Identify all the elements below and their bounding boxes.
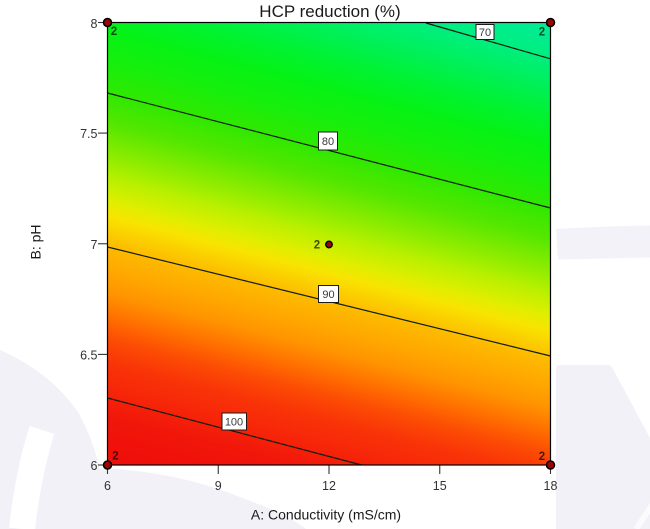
svg-text:9: 9 [215, 479, 222, 493]
svg-text:70: 70 [479, 27, 491, 39]
svg-text:HCP reduction (%): HCP reduction (%) [259, 2, 400, 21]
svg-text:12: 12 [322, 479, 336, 493]
svg-text:100: 100 [225, 417, 243, 429]
svg-text:6.5: 6.5 [80, 348, 97, 362]
svg-text:80: 80 [322, 136, 334, 148]
svg-text:6: 6 [91, 459, 98, 473]
svg-text:A: Conductivity (mS/cm): A: Conductivity (mS/cm) [251, 507, 401, 523]
svg-text:8: 8 [91, 17, 98, 31]
svg-text:2: 2 [539, 27, 545, 39]
svg-text:15: 15 [433, 479, 447, 493]
svg-text:7: 7 [91, 238, 98, 252]
svg-text:B: pH: B: pH [28, 224, 44, 259]
svg-text:90: 90 [322, 289, 334, 301]
svg-text:2: 2 [111, 26, 117, 38]
svg-text:18: 18 [544, 479, 558, 493]
svg-text:2: 2 [112, 451, 118, 463]
svg-text:2: 2 [314, 239, 320, 251]
svg-text:2: 2 [539, 451, 545, 463]
svg-text:6: 6 [104, 479, 111, 493]
svg-text:7.5: 7.5 [80, 127, 97, 141]
